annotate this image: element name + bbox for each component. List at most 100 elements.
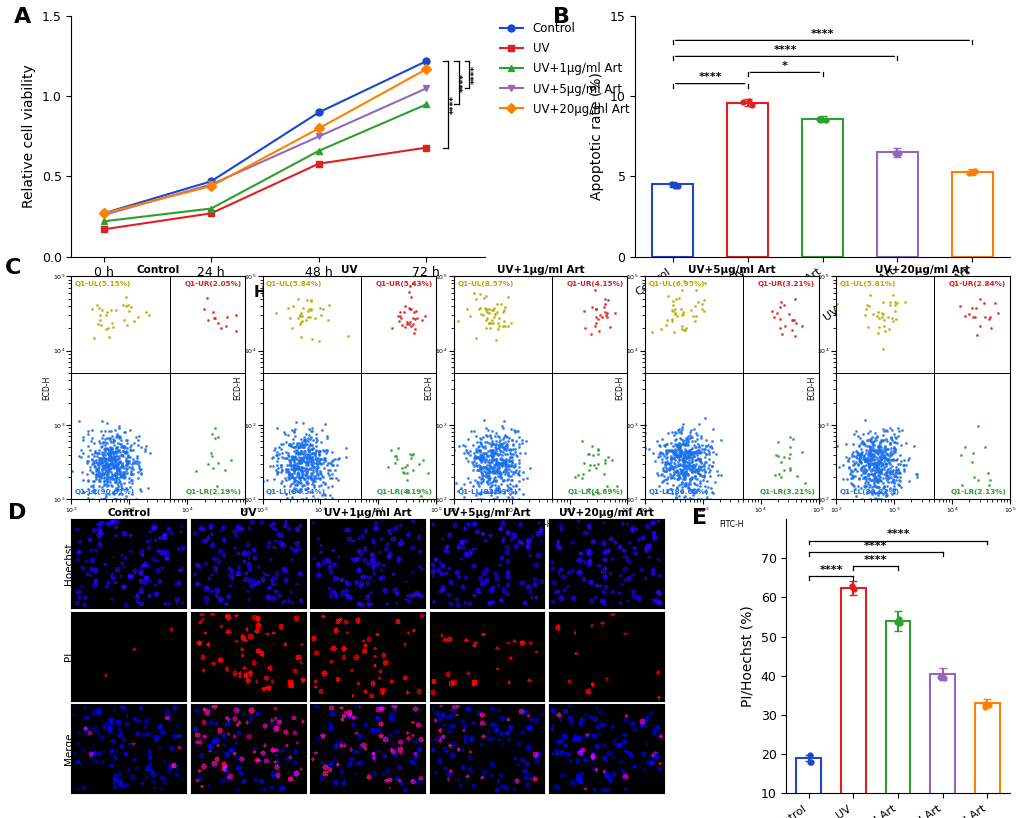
- Point: [666, 303, 683, 316]
- Point: [396, 299, 413, 312]
- Point: [280, 438, 297, 452]
- Point: [688, 479, 704, 492]
- Point: [664, 439, 681, 452]
- Title: UV: UV: [341, 266, 358, 276]
- Point: [865, 446, 881, 459]
- Point: [117, 455, 133, 468]
- Point: [860, 448, 876, 461]
- Point: [666, 308, 683, 321]
- Point: [115, 444, 131, 457]
- Point: [107, 492, 123, 506]
- Point: [308, 457, 324, 470]
- Point: [880, 322, 897, 335]
- Point: [318, 443, 334, 456]
- Point: [287, 416, 304, 429]
- Point: [487, 443, 503, 456]
- Point: [681, 449, 697, 462]
- Point: [679, 452, 695, 465]
- Point: [681, 464, 697, 477]
- Point: [493, 459, 510, 472]
- Point: [491, 466, 507, 479]
- Point: [872, 460, 889, 473]
- Point: [484, 438, 500, 451]
- Point: [299, 477, 315, 490]
- Point: [484, 443, 500, 456]
- Point: [845, 446, 861, 459]
- Point: [861, 442, 877, 455]
- Point: [115, 461, 131, 474]
- Line: Control: Control: [100, 58, 429, 217]
- Point: [90, 458, 106, 471]
- Point: [690, 452, 706, 465]
- Point: [886, 299, 902, 312]
- Point: [289, 462, 306, 475]
- Point: [687, 470, 703, 483]
- Point: [493, 438, 510, 451]
- Point: [308, 428, 324, 441]
- Point: [502, 317, 519, 330]
- Point: [653, 433, 669, 446]
- Point: [888, 466, 904, 479]
- Point: [667, 439, 684, 452]
- Point: [782, 447, 798, 461]
- Point: [100, 465, 116, 478]
- Point: [393, 318, 410, 331]
- Point: [100, 462, 116, 475]
- Point: [470, 486, 486, 499]
- Point: [118, 489, 135, 502]
- Point: [673, 467, 689, 480]
- Point: [890, 146, 906, 160]
- Point: [117, 461, 133, 474]
- Point: [497, 461, 514, 474]
- Point: [866, 432, 882, 445]
- Point: [844, 459, 860, 472]
- Point: [487, 438, 503, 451]
- Point: [873, 306, 890, 319]
- Point: [683, 454, 699, 467]
- Point: [98, 322, 114, 335]
- Point: [406, 327, 422, 340]
- Point: [460, 454, 476, 467]
- Point: [489, 456, 505, 470]
- Point: [598, 479, 614, 492]
- Point: [278, 464, 294, 477]
- Point: [684, 483, 700, 497]
- Point: [285, 451, 302, 464]
- Point: [667, 447, 684, 460]
- Point: [868, 445, 884, 458]
- Point: [677, 324, 693, 337]
- Point: [289, 461, 306, 474]
- Point: [503, 474, 520, 487]
- Point: [865, 449, 881, 462]
- Point: [112, 466, 128, 479]
- Point: [104, 467, 120, 480]
- Point: [103, 465, 119, 479]
- Point: [96, 459, 112, 472]
- Point: [686, 463, 702, 476]
- Point: [887, 431, 903, 444]
- Point: [861, 459, 877, 472]
- Point: [289, 461, 306, 474]
- Point: [696, 470, 712, 483]
- Point: [97, 442, 113, 455]
- Point: [109, 427, 125, 440]
- Point: [695, 294, 711, 307]
- Text: C: C: [5, 258, 21, 278]
- Point: [697, 456, 713, 469]
- Point: [103, 442, 119, 455]
- Point: [474, 472, 490, 485]
- Point: [852, 436, 868, 449]
- Point: [891, 479, 907, 492]
- Point: [292, 456, 309, 469]
- Point: [490, 485, 506, 498]
- Point: [289, 466, 306, 479]
- Point: [87, 460, 103, 473]
- Point: [863, 487, 879, 500]
- Point: [282, 452, 299, 465]
- Point: [861, 479, 877, 492]
- Point: [491, 486, 507, 499]
- Point: [667, 465, 684, 479]
- Point: [122, 474, 139, 487]
- Point: [504, 459, 521, 472]
- Point: [311, 465, 327, 478]
